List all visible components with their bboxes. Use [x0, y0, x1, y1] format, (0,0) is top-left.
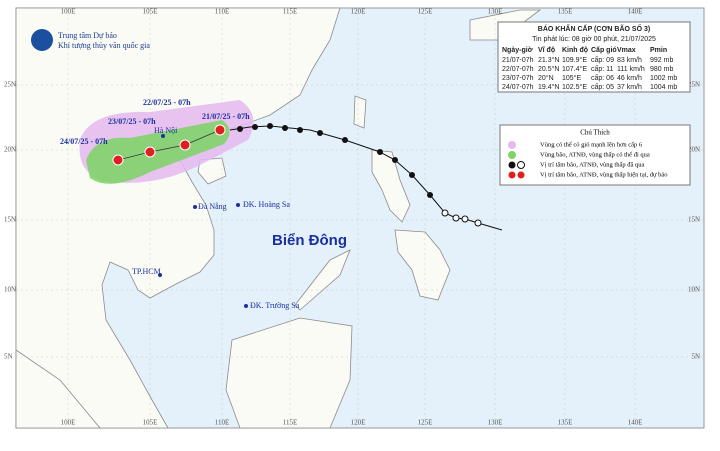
table-cell: 992 mb: [650, 57, 673, 64]
table-cell: 83 km/h: [617, 57, 642, 64]
lat-label: 20N: [4, 146, 16, 154]
graticule: [16, 8, 704, 428]
table-cell: 105°E: [562, 74, 581, 82]
table-cell: 19.4°N: [538, 83, 559, 91]
lat-label: 10N: [688, 286, 700, 294]
lon-label: 140E: [628, 419, 643, 427]
forecast-label: 23/07/25 - 07h: [108, 117, 156, 126]
table-header: Kinh độ: [562, 47, 588, 54]
table-cell: 46 km/h: [617, 75, 642, 82]
table-cell: 37 km/h: [617, 84, 642, 91]
table-header: Cấp gió: [591, 46, 617, 54]
forecast-label: 24/07/25 - 07h: [60, 137, 108, 146]
legend-title: Chú Thích: [580, 129, 610, 137]
table-cell: cấp: 06: [591, 73, 614, 82]
forecast-track: [117, 129, 221, 161]
bulletin-box: [497, 21, 691, 93]
lat-label: 25N: [688, 81, 700, 89]
table-cell: 980 mb: [650, 66, 673, 73]
forecast-positions: [112, 124, 226, 166]
org-name: Trung tâm Dự báo: [58, 31, 117, 40]
lon-label: 120E: [351, 419, 366, 427]
lon-label: 130E: [488, 8, 503, 16]
table-cell: 23/07-07h: [502, 75, 534, 82]
place-label: Hà Nội: [154, 126, 178, 135]
land: [15, 7, 542, 429]
table-cell: 24/07-07h: [502, 84, 534, 91]
legend-icon: [508, 171, 516, 179]
lon-label: 105E: [143, 419, 158, 427]
place-label: ĐK. Trường Sa: [250, 301, 300, 310]
lon-label: 130E: [488, 419, 503, 427]
legend-icon: [508, 151, 516, 159]
lon-label: 140E: [628, 8, 643, 16]
lon-label: 105E: [143, 8, 158, 16]
table-cell: 22/07-07h: [502, 66, 534, 73]
lat-label: 5N: [691, 353, 700, 361]
table-cell: cấp: 11: [591, 64, 614, 73]
legend-icon: [517, 171, 525, 179]
bulletin-title: BÁO KHẨN CẤP (CƠN BÃO SỐ 3): [538, 23, 650, 33]
city-dot: [158, 273, 162, 277]
lat-label: 20N: [688, 146, 700, 154]
legend-icon: [508, 141, 516, 149]
table-cell: 20°N: [538, 74, 554, 82]
lon-label: 135E: [558, 419, 573, 427]
lat-label: 5N: [4, 353, 13, 361]
org-name: Khí tượng thủy văn quốc gia: [58, 41, 150, 50]
table-header: Ngày-giờ: [502, 47, 533, 54]
lon-label: 115E: [283, 419, 298, 427]
legend-item: Vùng bão, ATNĐ, vùng thấp có thể đi qua: [540, 151, 650, 158]
lon-label: 110E: [215, 419, 230, 427]
lon-label: 125E: [418, 8, 433, 16]
sea-label: Biển Đông: [272, 232, 347, 249]
cone: [86, 120, 230, 184]
lat-label: 15N: [4, 216, 16, 224]
table-cell: 20.5°N: [538, 65, 559, 73]
lon-label: 135E: [558, 8, 573, 16]
table-cell: 107.4°E: [562, 65, 587, 73]
legend-icon: [517, 161, 525, 169]
place-label: TP.HCM: [132, 267, 161, 276]
table-cell: cấp: 05: [591, 82, 614, 91]
lat-label: 25N: [4, 81, 16, 89]
table-cell: 21/07-07h: [502, 57, 534, 64]
lat-label: 10N: [4, 286, 16, 294]
table-cell: 21.3°N: [538, 56, 559, 64]
table-header: Pmin: [650, 47, 667, 54]
legend-box: [499, 124, 691, 186]
forecast-label: 21/07/25 - 07h: [202, 112, 250, 121]
legend-item: Vị trí tâm bão, ATNĐ, vùng thấp hiện tại…: [540, 171, 668, 178]
lon-label: 120E: [351, 8, 366, 16]
logo: [31, 29, 53, 51]
city-dot: [236, 203, 240, 207]
bulletin-issued: Tin phát lúc: 08 giờ 00 phút, 21/07/2025: [532, 36, 656, 43]
forecast-label: 22/07/25 - 07h: [143, 98, 191, 107]
past-positions: [237, 123, 482, 227]
table-cell: 1002 mb: [650, 75, 677, 82]
lat-label: 15N: [688, 216, 700, 224]
table-cell: 1004 mb: [650, 84, 677, 91]
lon-label: 125E: [418, 419, 433, 427]
table-header: Vmax: [617, 47, 636, 54]
place-label: Đà Nẵng: [198, 202, 227, 211]
table-cell: 111 km/h: [617, 66, 645, 73]
table-cell: 102.5°E: [562, 83, 587, 91]
legend-item: Vùng có thể có gió mạnh lên hơn cấp 6: [540, 141, 643, 148]
table-cell: cấp: 09: [591, 55, 614, 64]
lon-label: 110E: [215, 8, 230, 16]
lon-label: 100E: [61, 419, 76, 427]
legend-item: Vị trí tâm bão, ATNĐ, vùng thấp đã qua: [540, 161, 644, 168]
lon-label: 100E: [61, 8, 76, 16]
city-dot: [193, 205, 197, 209]
lon-label: 115E: [283, 8, 298, 16]
place-label: ĐK. Hoàng Sa: [243, 200, 290, 209]
city-dot: [161, 134, 165, 138]
table-cell: 109.9°E: [562, 56, 587, 64]
table-header: Vĩ độ: [538, 47, 555, 54]
legend-icon: [508, 161, 516, 169]
city-dot: [244, 304, 248, 308]
